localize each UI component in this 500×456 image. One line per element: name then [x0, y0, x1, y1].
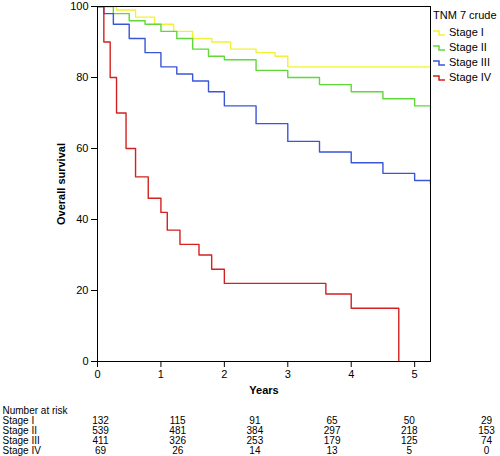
svg-text:13: 13	[327, 445, 339, 456]
svg-text:1: 1	[158, 368, 164, 380]
svg-text:Stage III: Stage III	[2, 434, 40, 446]
svg-text:50: 50	[403, 414, 415, 426]
svg-text:Stage II: Stage II	[2, 424, 37, 436]
svg-text:40: 40	[76, 213, 88, 225]
svg-text:69: 69	[95, 445, 107, 456]
html-text:Stage I: Stage I	[449, 26, 484, 38]
svg-text:80: 80	[76, 71, 88, 83]
svg-text:74: 74	[480, 434, 493, 446]
svg-text:481: 481	[169, 424, 186, 436]
html-text:Stage III: Stage III	[449, 56, 490, 68]
svg-text:Years: Years	[249, 384, 278, 396]
svg-text:297: 297	[323, 424, 341, 436]
svg-text:0: 0	[94, 368, 100, 380]
svg-text:539: 539	[92, 424, 109, 436]
svg-text:29: 29	[480, 414, 493, 426]
html-text:Stage II: Stage II	[449, 41, 487, 53]
svg-text:179: 179	[323, 434, 341, 446]
svg-text:3: 3	[285, 368, 291, 380]
svg-text:115: 115	[169, 414, 186, 426]
svg-text:5: 5	[407, 445, 413, 456]
svg-text:411: 411	[92, 434, 109, 446]
svg-text:2: 2	[221, 368, 227, 380]
svg-text:Number at risk: Number at risk	[3, 405, 69, 416]
svg-text:20: 20	[76, 284, 88, 296]
html-text:Stage IV: Stage IV	[449, 71, 492, 83]
svg-text:Stage IV: Stage IV	[3, 445, 42, 456]
html-text:TNM 7 crude: TNM 7 crude	[433, 9, 497, 21]
svg-text:0: 0	[82, 355, 88, 367]
svg-text:0: 0	[484, 445, 490, 456]
svg-text:326: 326	[169, 434, 186, 446]
svg-text:60: 60	[76, 142, 88, 154]
svg-text:26: 26	[172, 445, 184, 456]
svg-text:384: 384	[246, 424, 264, 436]
svg-text:253: 253	[246, 434, 264, 446]
svg-text:14: 14	[249, 445, 261, 456]
svg-text:4: 4	[348, 368, 354, 380]
svg-text:65: 65	[326, 414, 338, 426]
svg-text:125: 125	[401, 434, 418, 446]
svg-text:91: 91	[249, 414, 261, 426]
svg-text:153: 153	[478, 424, 495, 436]
svg-text:Overall survival: Overall survival	[55, 143, 67, 225]
svg-text:132: 132	[92, 414, 109, 426]
svg-text:100: 100	[70, 0, 88, 12]
svg-text:218: 218	[401, 424, 418, 436]
svg-text:5: 5	[412, 368, 418, 380]
svg-text:Stage I: Stage I	[2, 414, 35, 426]
